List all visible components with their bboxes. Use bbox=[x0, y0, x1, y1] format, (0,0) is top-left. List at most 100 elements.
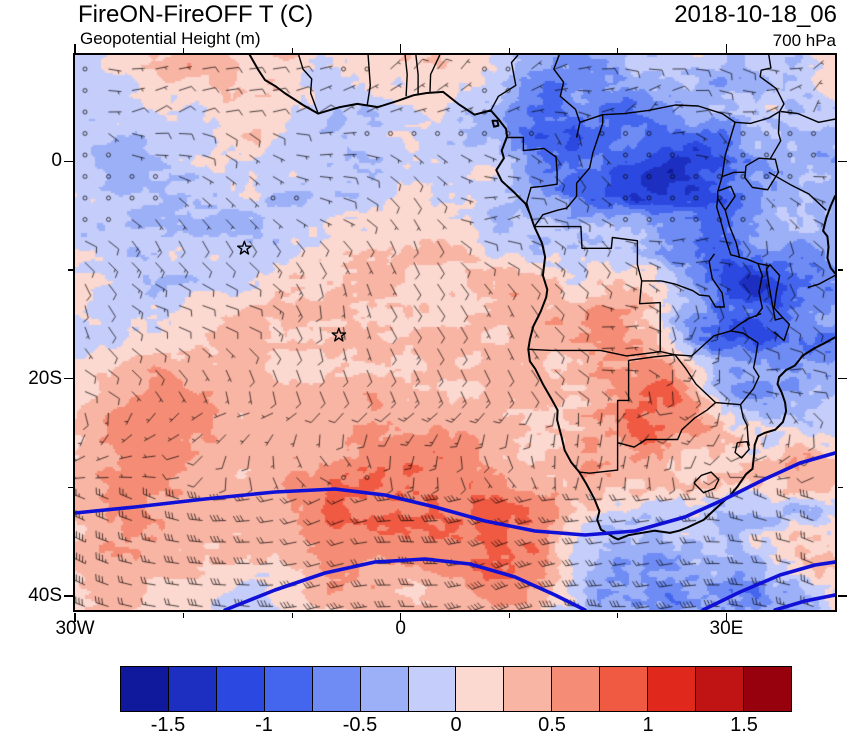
country-border bbox=[533, 114, 604, 228]
axis-tick bbox=[508, 48, 510, 53]
colorbar-tick-label: 0 bbox=[450, 714, 462, 736]
colorbar-tick-label: 1 bbox=[642, 714, 654, 736]
country-border bbox=[628, 354, 676, 362]
country-border bbox=[579, 360, 630, 474]
colorbar-cell bbox=[215, 667, 264, 711]
country-border bbox=[415, 55, 419, 95]
axis-tick bbox=[617, 613, 619, 618]
country-border bbox=[366, 55, 371, 107]
axis-tick bbox=[399, 44, 402, 53]
lake-outline bbox=[765, 264, 785, 321]
country-border bbox=[528, 348, 676, 357]
country-border bbox=[715, 401, 741, 406]
axis-tick bbox=[838, 269, 843, 271]
lake-outline bbox=[715, 198, 741, 258]
geopotential-height-contour bbox=[223, 557, 587, 610]
pressure-level: 700 hPa bbox=[772, 31, 836, 50]
colorbar-tick-label: -1 bbox=[255, 714, 273, 736]
colorbar-cell bbox=[311, 667, 360, 711]
axis-tick bbox=[182, 613, 185, 618]
country-border bbox=[738, 256, 769, 267]
country-border bbox=[755, 263, 763, 318]
plot-title: FireON-FireOFF T (C) bbox=[78, 1, 314, 28]
country-border bbox=[773, 317, 791, 342]
x-tick-label: 30E bbox=[709, 618, 744, 639]
axis-tick bbox=[838, 595, 847, 597]
plot-subtitle: Geopotential Height (m) bbox=[80, 29, 261, 48]
valid-time: 2018-10-18_06 bbox=[674, 1, 837, 28]
country-border bbox=[769, 111, 782, 160]
axis-tick bbox=[838, 377, 847, 380]
country-border bbox=[759, 55, 785, 112]
country-border bbox=[717, 122, 736, 199]
island-star-marker bbox=[331, 327, 347, 342]
colorbar-cell bbox=[695, 667, 743, 711]
x-tick-label: 30W bbox=[55, 618, 95, 639]
axis-tick bbox=[64, 595, 73, 597]
temperature-difference-field bbox=[75, 55, 835, 610]
country-border bbox=[718, 185, 736, 211]
country-border bbox=[807, 274, 835, 289]
country-border bbox=[298, 55, 319, 114]
colorbar-cell bbox=[263, 667, 312, 711]
country-border bbox=[768, 171, 827, 211]
geopotential-height-contour bbox=[701, 560, 835, 610]
country-border bbox=[579, 104, 736, 123]
geopotential-height-contour bbox=[773, 593, 835, 610]
axis-tick bbox=[64, 160, 73, 163]
island-star-marker bbox=[237, 240, 252, 255]
country-border bbox=[638, 280, 661, 352]
colorbar-cell bbox=[599, 667, 648, 711]
country-border bbox=[617, 402, 717, 448]
colorbar-tick-label: -0.5 bbox=[342, 714, 378, 736]
axis-tick bbox=[74, 44, 76, 53]
country-border bbox=[721, 171, 745, 178]
colorbar-tick-label: -1.5 bbox=[150, 714, 186, 736]
country-border bbox=[739, 342, 760, 406]
coastline-africa-east bbox=[822, 195, 835, 275]
y-tick-label: 40S bbox=[28, 584, 62, 606]
lake-outline bbox=[744, 157, 780, 191]
colorbar-tick-label: 1.5 bbox=[730, 714, 758, 736]
geopotential-height-contour bbox=[75, 451, 835, 537]
axis-tick bbox=[617, 48, 619, 53]
country-border bbox=[429, 55, 441, 92]
x-tick-label: 0 bbox=[395, 618, 406, 639]
colorbar-cell bbox=[503, 667, 552, 711]
colorbar-cell bbox=[551, 667, 600, 711]
colorbar-cell bbox=[407, 667, 456, 711]
country-border bbox=[693, 471, 720, 494]
coastline-bioko-island bbox=[491, 119, 500, 128]
country-border bbox=[526, 147, 558, 214]
axis-tick bbox=[68, 269, 73, 271]
axis-tick bbox=[725, 44, 728, 53]
colorbar-cell bbox=[455, 667, 504, 711]
axis-tick bbox=[291, 613, 293, 618]
map-overlay bbox=[75, 55, 835, 610]
axis-tick bbox=[74, 613, 76, 622]
country-border bbox=[674, 330, 731, 357]
colorbar-cell bbox=[167, 667, 216, 711]
country-border bbox=[507, 136, 545, 152]
colorbar-cell bbox=[742, 667, 791, 711]
country-border bbox=[404, 55, 408, 97]
colorbar-tick-label: 0.5 bbox=[538, 714, 566, 736]
y-tick-label: 20S bbox=[28, 367, 62, 389]
axis-tick bbox=[291, 48, 293, 53]
country-border bbox=[734, 441, 750, 459]
colorbar-cell bbox=[647, 667, 696, 711]
axis-tick bbox=[68, 486, 73, 488]
axis-tick bbox=[508, 613, 510, 618]
country-border bbox=[674, 354, 717, 404]
country-border bbox=[553, 55, 581, 138]
axis-tick bbox=[838, 486, 843, 488]
country-border bbox=[739, 404, 750, 447]
country-border bbox=[534, 225, 662, 282]
axis-tick bbox=[182, 48, 185, 53]
country-border bbox=[661, 253, 725, 308]
axis-tick bbox=[725, 613, 728, 622]
colorbar-cell bbox=[359, 667, 408, 711]
country-border bbox=[490, 55, 519, 111]
y-tick-label: 0 bbox=[51, 150, 62, 172]
